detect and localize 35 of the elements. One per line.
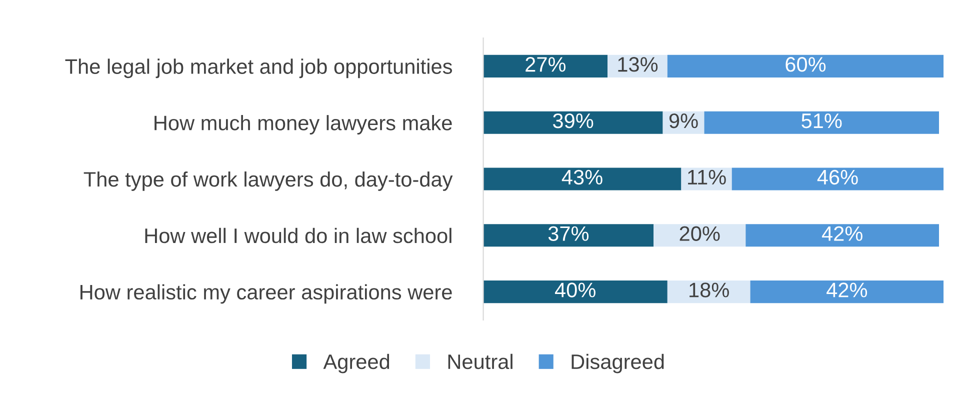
- legend-label: Agreed: [323, 354, 390, 374]
- bar: [704, 111, 939, 134]
- legend-label: Disagreed: [572, 354, 664, 374]
- bar: [483, 280, 668, 304]
- y-tick-label: How well I would do in law school: [145, 228, 452, 244]
- data-label: 20%: [680, 226, 720, 241]
- data-label: 60%: [786, 57, 826, 72]
- data-label: 11%: [688, 170, 726, 185]
- bar: [483, 168, 682, 190]
- y-tick-label: How realistic my career aspirations were: [80, 284, 452, 304]
- data-label: 40%: [554, 282, 596, 298]
- data-label: 13%: [618, 57, 658, 72]
- data-label: 18%: [690, 282, 729, 298]
- data-label: 51%: [802, 114, 842, 128]
- data-label: 42%: [826, 282, 868, 298]
- y-tick-label: The type of work lawyers do, day-to-day: [84, 171, 453, 191]
- data-label: 43%: [562, 170, 602, 185]
- bar: [746, 224, 939, 247]
- bar: [667, 54, 944, 78]
- data-label: 42%: [822, 226, 862, 241]
- bar: [654, 224, 746, 247]
- bar: [483, 54, 608, 78]
- data-label: 39%: [552, 113, 594, 128]
- data-label: 37%: [548, 226, 589, 241]
- data-label: 9%: [669, 113, 698, 128]
- bar: [667, 280, 750, 304]
- bar: [483, 111, 663, 134]
- y-tick-label: How much money lawyers make: [154, 115, 452, 134]
- bar: [732, 168, 944, 190]
- bar: [750, 280, 944, 304]
- legend-label: Neutral: [448, 354, 512, 370]
- data-label: 27%: [526, 57, 566, 72]
- data-label: 46%: [817, 170, 858, 185]
- bar: [483, 224, 654, 247]
- y-tick-label: The legal job market and job opportunities: [65, 58, 452, 78]
